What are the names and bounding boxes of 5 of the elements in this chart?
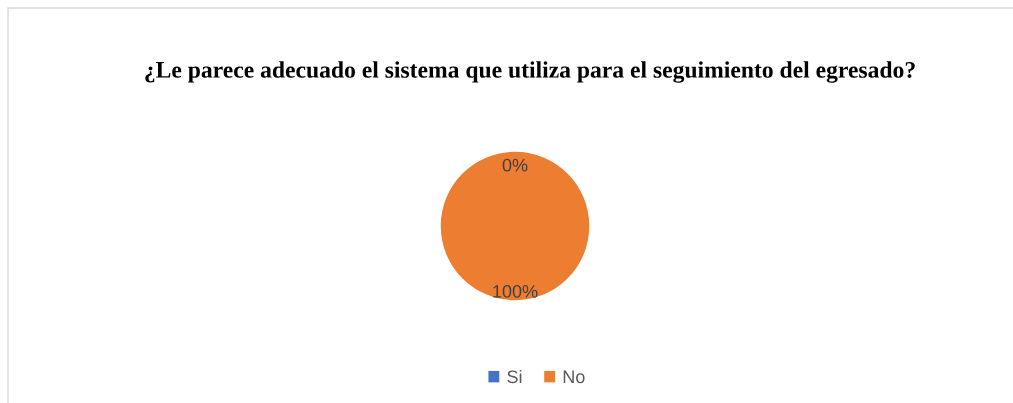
text: 0% (502, 158, 528, 172)
legend-label: No (563, 370, 585, 384)
legend-label: Si (507, 369, 522, 384)
chart-title: ¿Le parece adecuado el sistema que utiliza para el seguimiento del egresado? (145, 61, 915, 83)
data-label: 100% (493, 284, 538, 298)
